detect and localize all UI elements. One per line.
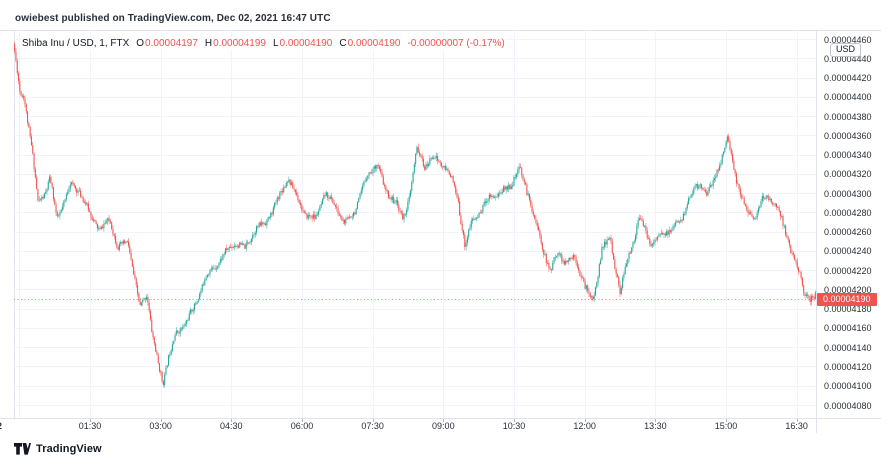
change-value: -0.00000007 (-0.17%): [407, 38, 505, 49]
high-label: H: [204, 38, 213, 49]
time-axis-label: 10:30: [502, 421, 526, 431]
time-axis-label: 06:00: [290, 421, 314, 431]
time-axis-label: 01:30: [78, 421, 102, 431]
price-axis-label: 0.00004240: [824, 246, 872, 257]
time-axis-tick: [513, 419, 515, 422]
price-axis[interactable]: USD 0.00004190 0.00004460 0.00004440 0.000…: [817, 30, 881, 418]
price-axis-label: 0.00004460: [824, 34, 872, 45]
time-axis-tick: [231, 419, 233, 422]
time-axis-label: 03:00: [149, 421, 172, 431]
time-axis-tick: [372, 419, 374, 422]
price-axis-label: 0.00004080: [824, 400, 872, 411]
symbol-title[interactable]: Shiba Inu / USD, 1, FTX: [22, 38, 130, 49]
time-axis-tick: [443, 419, 445, 422]
time-axis-label: 13:30: [644, 421, 667, 431]
price-chart-canvas[interactable]: [14, 30, 816, 418]
low-label: L: [272, 38, 279, 49]
time-axis-label: 16:30: [785, 421, 808, 431]
price-axis-label: 0.00004400: [824, 92, 872, 103]
price-axis-label: 0.00004200: [824, 284, 872, 295]
time-axis-label: 09:00: [432, 421, 455, 431]
currency-chip: USD: [830, 43, 862, 57]
price-axis-label: 0.00004280: [824, 207, 872, 218]
price-axis-label: 0.00004380: [824, 111, 872, 122]
last-price-badge: 0.00004190: [817, 292, 877, 306]
open-value: 0.00004197: [145, 38, 198, 49]
attribution-text: owiebest published on TradingView.com, D…: [15, 13, 331, 24]
time-axis-tick: [655, 419, 657, 422]
time-axis-label: 12:00: [573, 421, 596, 431]
time-axis-edge-label: 2: [0, 421, 2, 431]
price-axis-label: 0.00004420: [824, 73, 872, 84]
symbol-legend[interactable]: Shiba Inu / USD, 1, FTX O0.00004197 H0.000…: [22, 37, 508, 50]
price-axis-border: [816, 30, 817, 433]
time-axis-label: 07:30: [361, 421, 384, 431]
close-value: 0.00004190: [347, 38, 401, 49]
time-axis-border: [0, 418, 881, 419]
tradingview-logo-icon: [14, 443, 31, 455]
price-axis-label: 0.00004140: [824, 342, 872, 353]
time-axis-label: 04:30: [220, 421, 243, 431]
price-axis-label: 0.00004180: [824, 304, 872, 315]
time-axis-tick: [726, 419, 727, 422]
low-value: 0.00004190: [279, 38, 333, 49]
high-value: 0.00004199: [213, 38, 266, 49]
price-axis-label: 0.00004360: [824, 130, 872, 141]
time-axis-tick: [160, 419, 162, 422]
price-axis-label: 0.00004100: [824, 381, 872, 392]
price-axis-label: 0.00004160: [824, 323, 872, 334]
open-label: O: [136, 38, 145, 49]
brand-name: TradingView: [36, 443, 102, 455]
time-axis-tick: [301, 419, 303, 422]
price-axis-label: 0.00004260: [824, 227, 872, 238]
price-axis-label: 0.00004220: [824, 265, 872, 276]
price-axis-label: 0.00004320: [824, 169, 872, 180]
price-axis-label: 0.00004440: [824, 53, 872, 64]
close-label: C: [339, 38, 347, 49]
time-axis-tick: [796, 419, 798, 422]
time-axis-tick: [89, 419, 91, 422]
footer-branding[interactable]: TradingView: [14, 443, 102, 455]
price-axis-label: 0.00004300: [824, 188, 872, 199]
price-axis-label: 0.00004340: [824, 150, 872, 161]
time-axis-label: 15:00: [714, 421, 738, 431]
time-axis-tick: [584, 419, 586, 422]
time-axis[interactable]: 2 01:30 03:00 04:30 06:00 07:30 09:00 10:30 12:…: [0, 419, 816, 433]
price-axis-label: 0.00004120: [824, 361, 872, 372]
